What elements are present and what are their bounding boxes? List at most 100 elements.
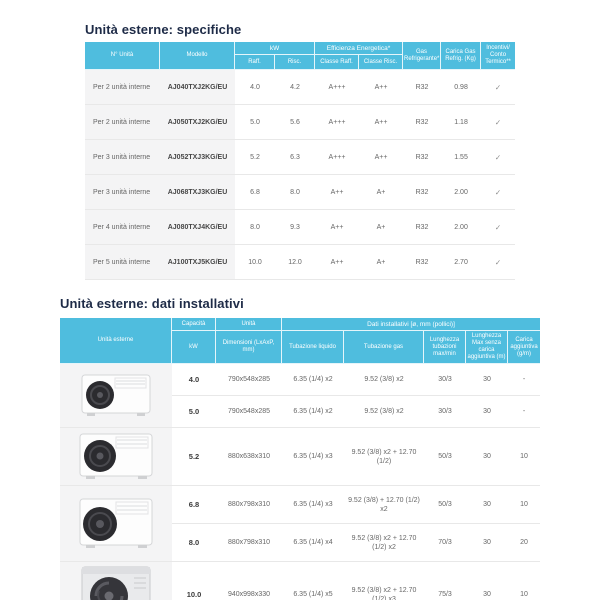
cell-lunghezza-max: 30 <box>466 396 508 428</box>
table-row: Per 2 unità interne AJ040TXJ2KG/EU 4.0 4… <box>85 70 516 105</box>
cell-n-unita: Per 3 unità interne <box>85 175 160 210</box>
cell-n-unita: Per 3 unità interne <box>85 140 160 175</box>
col-group-dati-installativi: Dati installativi [ø, mm (pollici)] <box>282 318 540 331</box>
cell-raff: 4.0 <box>235 70 275 105</box>
cell-capacita: 4.0 <box>172 364 216 396</box>
cell-dimensioni: 790x548x285 <box>216 396 282 428</box>
cell-tubazione-liquido: 6.35 (1/4) x2 <box>282 396 344 428</box>
table-row: Per 3 unità interne AJ068TXJ3KG/EU 6.8 8… <box>85 175 516 210</box>
cell-capacita: 8.0 <box>172 524 216 562</box>
col-header-modello: Modello <box>160 42 235 70</box>
cell-tubazione-gas: 9.52 (3/8) x2 + 12.70 (1/2) x3 <box>344 562 424 600</box>
cell-classe-raff: A+++ <box>315 140 360 175</box>
cell-tubazione-liquido: 6.35 (1/4) x2 <box>282 364 344 396</box>
cell-tubazione-gas: 9.52 (3/8) x2 + 12.70 (1/2) <box>344 428 424 486</box>
cell-tubazione-liquido: 6.35 (1/4) x5 <box>282 562 344 600</box>
cell-lunghezza-max: 30 <box>466 486 508 524</box>
cell-carica-aggiuntiva: 10 <box>508 486 540 524</box>
cell-carica-aggiuntiva: 10 <box>508 428 540 486</box>
cell-dimensioni: 880x638x310 <box>216 428 282 486</box>
cell-tubazione-liquido: 6.35 (1/4) x3 <box>282 428 344 486</box>
cell-tubazione-gas: 9.52 (3/8) x2 <box>344 364 424 396</box>
cell-lunghezza-max: 30 <box>466 562 508 600</box>
cell-classe-risc: A+ <box>359 210 404 245</box>
cell-risc: 8.0 <box>275 175 316 210</box>
cell-lunghezza: 70/3 <box>424 524 466 562</box>
cell-classe-raff: A++ <box>315 245 360 280</box>
cell-modello: AJ100TXJ5KG/EU <box>160 245 235 280</box>
cell-risc: 12.0 <box>275 245 316 280</box>
cell-n-unita: Per 5 unità interne <box>85 245 160 280</box>
col-header-unita-esterne: Unità esterne <box>60 318 172 364</box>
cell-n-unita: Per 2 unità interne <box>85 70 160 105</box>
cell-gas: R32 <box>403 70 442 105</box>
col-group-kw: kW <box>235 42 316 55</box>
cell-classe-raff: A++ <box>315 210 360 245</box>
cell-classe-raff: A+++ <box>315 105 360 140</box>
cell-lunghezza-max: 30 <box>466 428 508 486</box>
outdoor-unit-small-image <box>60 364 172 428</box>
outdoor-unit-medium-image <box>60 428 172 486</box>
col-header-classe-risc: Classe Risc. <box>359 55 404 70</box>
cell-lunghezza: 50/3 <box>424 486 466 524</box>
col-group-efficienza: Efficienza Energetica* <box>315 42 404 55</box>
cell-gas: R32 <box>403 245 442 280</box>
cell-capacita: 5.0 <box>172 396 216 428</box>
cell-classe-risc: A+ <box>359 245 404 280</box>
cell-raff: 5.2 <box>235 140 275 175</box>
cell-tubazione-gas: 9.52 (3/8) x2 <box>344 396 424 428</box>
checkmark-icon: ✓ <box>481 210 516 245</box>
cell-risc: 9.3 <box>275 210 316 245</box>
section-title-specifiche: Unità esterne: specifiche <box>85 22 242 37</box>
cell-carica-aggiuntiva: - <box>508 364 540 396</box>
table-row: 8.0 880x798x310 6.35 (1/4) x4 9.52 (3/8)… <box>60 524 540 562</box>
cell-dimensioni: 790x548x285 <box>216 364 282 396</box>
checkmark-icon: ✓ <box>481 70 516 105</box>
checkmark-icon: ✓ <box>481 175 516 210</box>
table-row: 5.0 790x548x285 6.35 (1/4) x2 9.52 (3/8)… <box>60 396 540 428</box>
col-header-carica: Carica Gas Refrig. (Kg) <box>441 42 482 70</box>
table-row: 10.0 940x998x330 6.35 (1/4) x5 9.52 (3/8… <box>60 562 540 600</box>
col-header-carica-aggiuntiva: Carica aggiuntiva (g/m) <box>508 331 540 364</box>
col-header-raff: Raff. <box>235 55 275 70</box>
cell-carica: 1.18 <box>441 105 482 140</box>
col-header-gas: Gas Refrigerante* <box>403 42 442 70</box>
col-header-kw: kW <box>172 331 216 364</box>
cell-carica: 0.98 <box>441 70 482 105</box>
cell-carica: 2.70 <box>441 245 482 280</box>
table-row: 6.8 880x798x310 6.35 (1/4) x3 9.52 (3/8)… <box>60 486 540 562</box>
cell-capacita: 5.2 <box>172 428 216 486</box>
col-header-classe-raff: Classe Raff. <box>315 55 360 70</box>
col-header-n-unita: N° Unità <box>85 42 160 70</box>
checkmark-icon: ✓ <box>481 140 516 175</box>
cell-risc: 5.6 <box>275 105 316 140</box>
table-row: 4.0 790x548x285 6.35 (1/4) x2 9.52 (3/8)… <box>60 364 540 428</box>
col-group-unita: Unità <box>216 318 282 331</box>
section-title-dati-installativi: Unità esterne: dati installativi <box>60 296 244 311</box>
col-header-risc: Risc. <box>275 55 316 70</box>
cell-tubazione-liquido: 6.35 (1/4) x3 <box>282 486 344 524</box>
cell-dimensioni: 940x998x330 <box>216 562 282 600</box>
cell-raff: 8.0 <box>235 210 275 245</box>
checkmark-icon: ✓ <box>481 245 516 280</box>
cell-lunghezza-max: 30 <box>466 524 508 562</box>
cell-capacita: 10.0 <box>172 562 216 600</box>
outdoor-unit-large-image <box>60 486 172 562</box>
table-row: Per 3 unità interne AJ052TXJ3KG/EU 5.2 6… <box>85 140 516 175</box>
cell-risc: 6.3 <box>275 140 316 175</box>
col-header-tubazione-gas: Tubazione gas <box>344 331 424 364</box>
cell-modello: AJ040TXJ2KG/EU <box>160 70 235 105</box>
cell-classe-risc: A+ <box>359 175 404 210</box>
cell-classe-risc: A++ <box>359 140 404 175</box>
table-row: Per 5 unità interne AJ100TXJ5KG/EU 10.0 … <box>85 245 516 280</box>
cell-classe-raff: A++ <box>315 175 360 210</box>
cell-gas: R32 <box>403 105 442 140</box>
cell-carica: 1.55 <box>441 140 482 175</box>
cell-lunghezza: 75/3 <box>424 562 466 600</box>
cell-tubazione-liquido: 6.35 (1/4) x4 <box>282 524 344 562</box>
col-group-capacita: Capacità <box>172 318 216 331</box>
col-header-incentivi: Incentivi/ Conto Termico** <box>481 42 516 70</box>
cell-modello: AJ052TXJ3KG/EU <box>160 140 235 175</box>
cell-capacita: 6.8 <box>172 486 216 524</box>
